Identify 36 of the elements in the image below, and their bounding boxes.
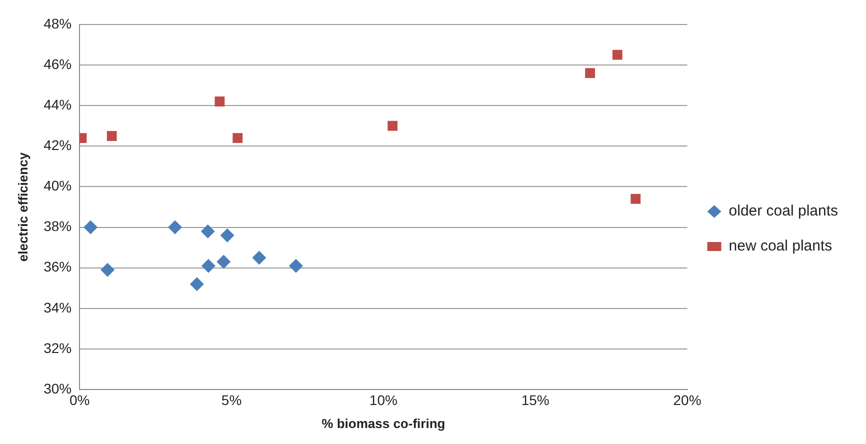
point [630, 194, 641, 204]
point [84, 220, 98, 234]
point [200, 224, 215, 238]
point [388, 120, 398, 131]
point [612, 50, 622, 60]
point [288, 258, 303, 273]
point [220, 228, 234, 242]
x-tick-label: 0% [70, 392, 90, 408]
point [168, 220, 182, 234]
legend-label: older coal plants [728, 202, 838, 220]
x-axis-title: % biomass co-firing [322, 416, 446, 431]
y-axis-title: electric efficiency [15, 152, 30, 262]
point [106, 131, 117, 141]
x-tick-label: 20% [673, 392, 702, 408]
y-tick-label: 44% [44, 96, 72, 112]
point [216, 254, 231, 269]
x-tick-label: 15% [521, 392, 550, 408]
y-tick-label: 42% [44, 136, 72, 153]
y-tick-label: 38% [44, 218, 72, 234]
x-tick-label: 10% [369, 392, 398, 408]
y-tick-label: 48% [44, 15, 72, 32]
point [201, 258, 216, 273]
y-tick-label: 32% [44, 340, 72, 356]
y-tick-label: 36% [44, 258, 72, 275]
point [100, 262, 115, 277]
point [232, 133, 243, 143]
point [214, 96, 225, 106]
point [252, 250, 266, 265]
x-tick-label: 5% [221, 392, 242, 408]
y-tick-label: 46% [44, 56, 72, 72]
y-tick-label: 34% [44, 299, 72, 316]
y-tick-label: 40% [44, 178, 72, 194]
point [585, 68, 595, 78]
y-tick-label: 30% [44, 380, 72, 396]
point [190, 277, 204, 292]
legend-label: new coal plants [728, 238, 832, 255]
